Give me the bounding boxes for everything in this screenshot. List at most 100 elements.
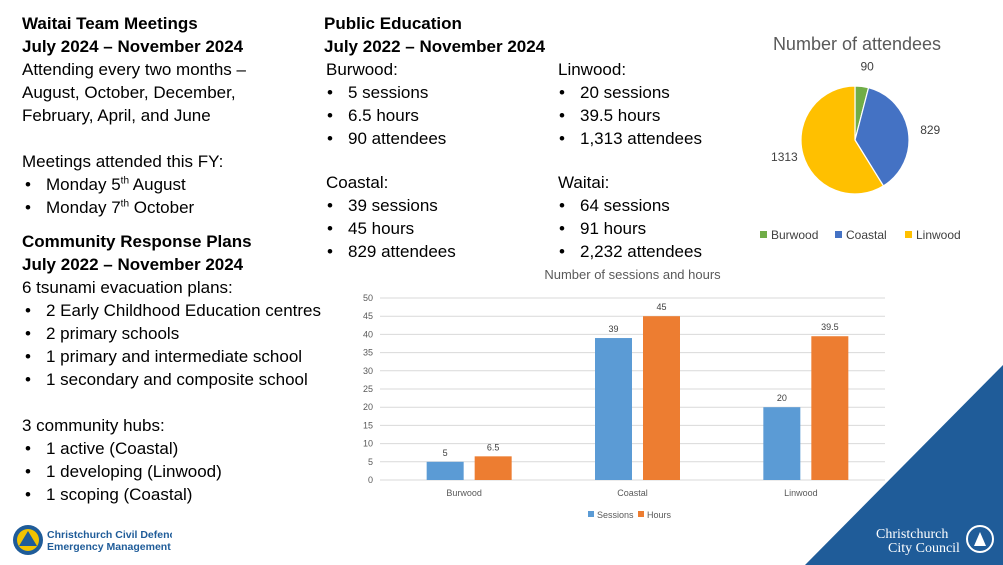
list-item: 1 active (Coastal) <box>22 437 342 460</box>
list-item: 1 developing (Linwood) <box>22 460 342 483</box>
bar-data-label: 20 <box>777 393 787 403</box>
team-meetings-desc-2: August, October, December, <box>22 83 236 102</box>
plans-label: 6 tsunami evacuation plans: <box>22 278 233 297</box>
legend-label-coastal: Coastal <box>846 228 887 242</box>
list-item: 829 attendees <box>324 240 564 263</box>
y-tick-label: 35 <box>363 348 373 358</box>
bar-data-label: 45 <box>656 302 666 312</box>
y-tick-label: 50 <box>363 293 373 303</box>
legend-swatch-linwood <box>905 231 912 238</box>
cdem-text-line2: Emergency Management <box>47 541 171 553</box>
legend-swatch-coastal <box>835 231 842 238</box>
team-meetings-title: Waitai Team Meetings <box>22 14 198 33</box>
y-tick-label: 5 <box>368 457 373 467</box>
team-meetings-desc-1: Attending every two months – <box>22 60 246 79</box>
bar-data-label: 6.5 <box>487 442 500 452</box>
public-education-column: Public Education July 2022 – November 20… <box>324 12 564 263</box>
bar-data-label: 39 <box>608 324 618 334</box>
bar-sessions-linwood <box>763 407 801 480</box>
cdem-text-line1: Christchurch Civil Defence <box>47 529 172 541</box>
response-plans-title: Community Response Plans <box>22 232 252 251</box>
area-list-linwood: 20 sessions 39.5 hours 1,313 attendees <box>556 81 746 150</box>
legend-label-sessions: Sessions <box>597 510 634 520</box>
list-item: Monday 7th October <box>22 196 342 219</box>
y-tick-label: 25 <box>363 384 373 394</box>
list-item: 1 secondary and composite school <box>22 368 342 391</box>
pie-slice-linwood <box>800 85 885 195</box>
legend-label-linwood: Linwood <box>916 228 961 242</box>
left-column: Waitai Team Meetings July 2024 – Novembe… <box>22 12 342 506</box>
x-tick-label: Linwood <box>784 488 818 498</box>
list-item: 39 sessions <box>324 194 564 217</box>
x-tick-label: Coastal <box>617 488 648 498</box>
cdem-logo: Christchurch Civil Defence Emergency Man… <box>13 525 172 555</box>
plans-list: 2 Early Childhood Education centres 2 pr… <box>22 299 342 391</box>
ccc-text-line2: City Council <box>888 541 960 556</box>
list-item: 45 hours <box>324 217 564 240</box>
bar-sessions-burwood <box>426 461 464 480</box>
team-meetings-period: July 2024 – November 2024 <box>22 37 244 56</box>
bar-hours-coastal <box>643 316 680 480</box>
bar-data-label: 5 <box>443 448 448 458</box>
legend-swatch-hours <box>638 511 644 517</box>
area-name-burwood: Burwood: <box>326 60 398 79</box>
list-item: Monday 5th August <box>22 173 342 196</box>
legend-swatch-sessions <box>588 511 594 517</box>
response-plans-period: July 2022 – November 2024 <box>22 255 244 274</box>
list-item: 6.5 hours <box>324 104 564 127</box>
y-tick-label: 40 <box>363 329 373 339</box>
area-list-coastal: 39 sessions 45 hours 829 attendees <box>324 194 564 263</box>
list-item: 64 sessions <box>556 194 746 217</box>
bar-hours-linwood <box>811 336 849 480</box>
y-tick-label: 0 <box>368 475 373 485</box>
pie-chart-title: Number of attendees <box>772 34 942 54</box>
y-tick-label: 45 <box>363 311 373 321</box>
list-item: 2 Early Childhood Education centres <box>22 299 342 322</box>
team-meetings-desc-3: February, April, and June <box>22 106 211 125</box>
meetings-attended-list: Monday 5th August Monday 7th October <box>22 173 342 219</box>
list-item: 90 attendees <box>324 127 564 150</box>
y-tick-label: 20 <box>363 402 373 412</box>
bar-chart-title: Number of sessions and hours <box>544 267 721 282</box>
list-item: 2,232 attendees <box>556 240 746 263</box>
pie-data-label: 90 <box>861 62 875 74</box>
y-tick-label: 10 <box>363 439 373 449</box>
area-list-waitai: 64 sessions 91 hours 2,232 attendees <box>556 194 746 263</box>
list-item: 39.5 hours <box>556 104 746 127</box>
ccc-logo: Christchurch City Council <box>876 525 994 556</box>
hubs-label: 3 community hubs: <box>22 416 165 435</box>
sessions-hours-bar-chart: Number of sessions and hours 0 5 10 15 20 25 30… <box>363 267 885 520</box>
list-item: 20 sessions <box>556 81 746 104</box>
bar-sessions-coastal <box>595 338 632 480</box>
meetings-attended-label: Meetings attended this FY: <box>22 152 224 171</box>
legend-label-burwood: Burwood <box>771 228 818 242</box>
bar-hours-burwood <box>474 456 512 480</box>
attendees-pie-chart: 90 829 1313 Burwood Coastal Linwood <box>760 62 961 242</box>
area-name-linwood: Linwood: <box>558 60 627 79</box>
public-education-column-right: Linwood: 20 sessions 39.5 hours 1,313 at… <box>556 58 746 263</box>
y-tick-label: 30 <box>363 366 373 376</box>
list-item: 1 scoping (Coastal) <box>22 483 342 506</box>
legend-swatch-burwood <box>760 231 767 238</box>
list-item: 91 hours <box>556 217 746 240</box>
public-education-title: Public Education <box>324 14 462 33</box>
ccc-emblem-icon <box>966 525 994 553</box>
hubs-list: 1 active (Coastal) 1 developing (Linwood… <box>22 437 342 506</box>
list-item: 5 sessions <box>324 81 564 104</box>
list-item: 2 primary schools <box>22 322 342 345</box>
x-tick-label: Burwood <box>446 488 482 498</box>
cdem-emblem-icon <box>13 525 43 555</box>
area-list-burwood: 5 sessions 6.5 hours 90 attendees <box>324 81 564 150</box>
list-item: 1 primary and intermediate school <box>22 345 342 368</box>
y-tick-label: 15 <box>363 420 373 430</box>
legend-label-hours: Hours <box>647 510 672 520</box>
area-name-coastal: Coastal: <box>326 173 389 192</box>
list-item: 1,313 attendees <box>556 127 746 150</box>
area-name-waitai: Waitai: <box>558 173 610 192</box>
pie-data-label: 1313 <box>771 150 798 164</box>
ccc-text-line1: Christchurch <box>876 527 948 542</box>
public-education-period: July 2022 – November 2024 <box>324 37 546 56</box>
pie-data-label: 829 <box>920 123 940 137</box>
bar-data-label: 39.5 <box>821 322 839 332</box>
